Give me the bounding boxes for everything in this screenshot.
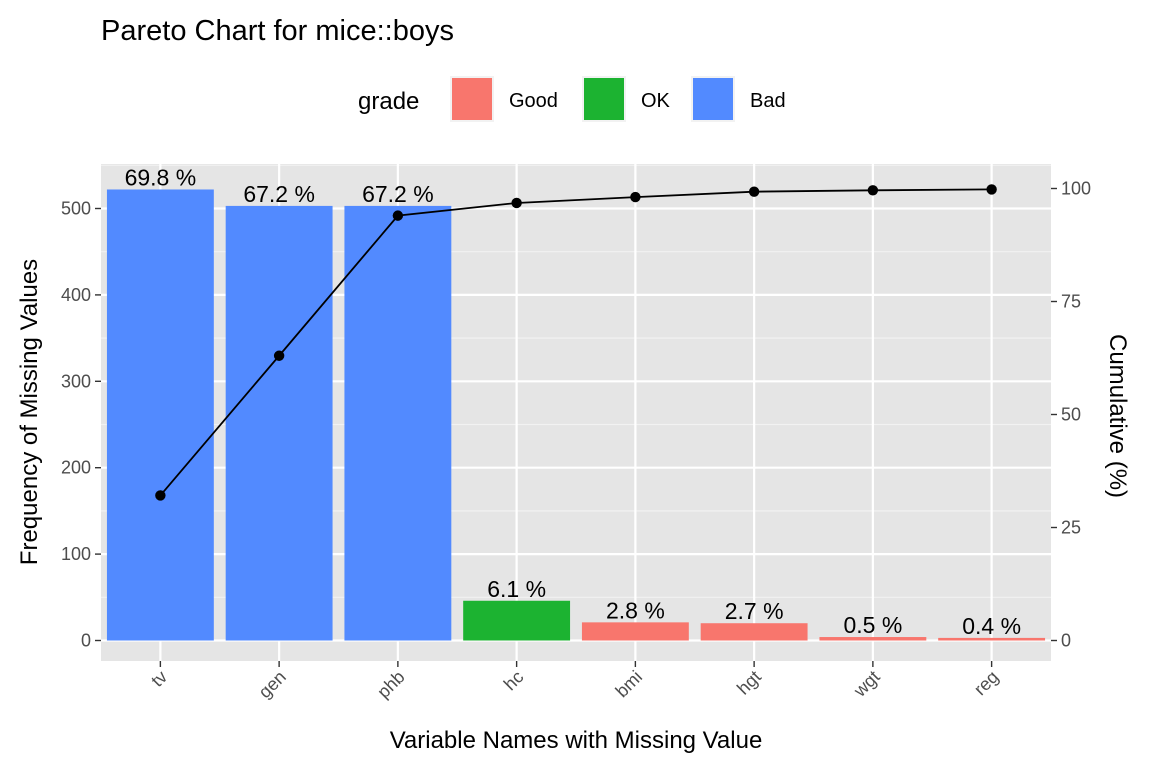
x-tick-label-reg: reg xyxy=(970,667,1003,700)
bar-hc xyxy=(463,600,571,641)
y2-tick-label: 25 xyxy=(1061,518,1081,538)
y-tick-label: 100 xyxy=(61,544,91,564)
y-axis-left: 0 100 200 300 400 500 xyxy=(61,199,101,651)
y-tick-label: 300 xyxy=(61,371,91,391)
y-tick-label: 0 xyxy=(81,631,91,651)
cumulative-point-hgt xyxy=(748,186,760,197)
y2-tick-label: 0 xyxy=(1061,631,1071,651)
x-tick-label-phb: phb xyxy=(373,667,408,702)
cumulative-point-tv xyxy=(155,490,166,501)
x-axis: tv gen phb hc bmi hgt wgt reg xyxy=(147,661,1002,702)
y-tick-label: 200 xyxy=(61,458,91,478)
data-label-reg: 0.4 % xyxy=(962,613,1021,639)
data-label-gen: 67.2 % xyxy=(243,181,315,207)
data-label-tv: 69.8 % xyxy=(125,164,197,190)
data-label-hc: 6.1 % xyxy=(487,576,546,602)
cumulative-line xyxy=(155,184,997,501)
x-tick-label-hc: hc xyxy=(500,667,528,695)
y2-axis-title: Cumulative (%) xyxy=(1104,334,1131,498)
data-label-bmi: 2.8 % xyxy=(606,597,665,623)
bar-reg xyxy=(938,637,1046,641)
x-tick-label-wgt: wgt xyxy=(849,667,884,702)
x-axis-title: Variable Names with Missing Value xyxy=(390,727,763,754)
legend: grade Good OK Bad xyxy=(358,76,786,122)
legend-label-bad: Bad xyxy=(750,90,786,112)
x-tick-label-tv: tv xyxy=(147,667,171,691)
legend-label-ok: OK xyxy=(641,90,671,112)
x-tick-label-hgt: hgt xyxy=(733,667,765,699)
legend-key-good xyxy=(452,78,492,120)
data-label-wgt: 0.5 % xyxy=(843,612,902,638)
legend-key-ok xyxy=(584,78,624,120)
bar-phb xyxy=(344,205,452,641)
y2-tick-label: 50 xyxy=(1061,405,1081,425)
bar-wgt xyxy=(819,637,927,641)
cumulative-point-phb xyxy=(392,210,404,221)
bar-bmi xyxy=(581,622,689,641)
y2-tick-label: 75 xyxy=(1061,292,1081,312)
legend-label-good: Good xyxy=(509,90,558,112)
cumulative-polyline xyxy=(159,188,992,496)
cumulative-point-bmi xyxy=(630,191,641,203)
y-axis-title: Frequency of Missing Values xyxy=(16,259,43,565)
y-tick-label: 500 xyxy=(61,199,91,219)
x-tick-label-gen: gen xyxy=(255,667,290,702)
legend-key-bad xyxy=(693,78,733,120)
cumulative-point-hc xyxy=(511,197,522,209)
bar-hgt xyxy=(700,623,808,641)
bar-gen xyxy=(225,205,333,641)
cumulative-point-wgt xyxy=(867,185,879,196)
x-tick-label-bmi: bmi xyxy=(612,667,647,702)
y2-tick-label: 100 xyxy=(1061,179,1091,199)
y-axis-right: 0 25 50 75 100 xyxy=(1051,179,1091,651)
y-tick-label: 400 xyxy=(61,285,91,305)
bar-tv xyxy=(106,189,214,641)
legend-title: grade xyxy=(358,88,419,115)
cumulative-point-reg xyxy=(986,184,997,195)
bars xyxy=(106,189,1046,641)
chart-title: Pareto Chart for mice::boys xyxy=(101,15,454,47)
cumulative-point-gen xyxy=(273,350,285,361)
data-label-hgt: 2.7 % xyxy=(725,598,784,624)
data-label-phb: 67.2 % xyxy=(362,181,434,207)
data-labels: 69.8 % 67.2 % 67.2 % 6.1 % 2.8 % 2.7 % 0.5 % 0.… xyxy=(125,164,1021,638)
